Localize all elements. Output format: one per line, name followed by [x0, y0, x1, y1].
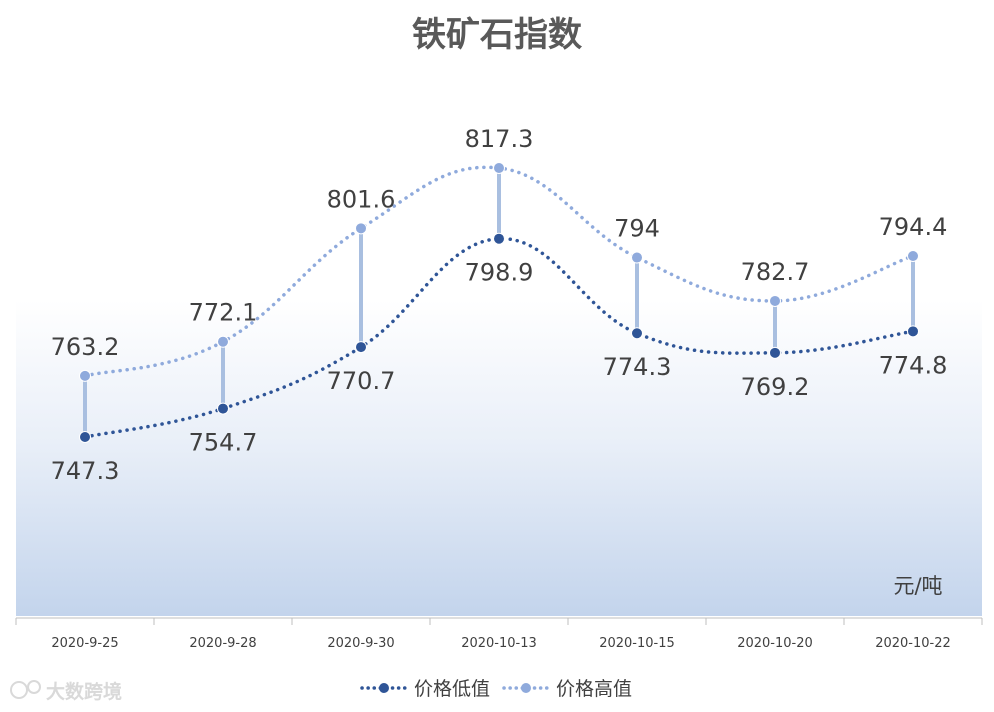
x-tick-label: 2020-9-30 — [327, 636, 394, 651]
chart-title: 铁矿石指数 — [412, 15, 582, 55]
data-label-low: 774.8 — [879, 351, 948, 379]
high-low-lines — [83, 168, 915, 437]
watermark-logo-icon-2 — [27, 680, 41, 694]
data-label-high: 801.6 — [327, 185, 396, 213]
plot-background — [16, 300, 982, 616]
legend: 价格低值 价格高值 — [360, 678, 632, 700]
data-label-high: 817.3 — [465, 125, 534, 153]
data-point-low[interactable] — [355, 341, 367, 354]
data-label-high: 794.4 — [879, 213, 948, 241]
legend-low-swatch-marker — [379, 683, 389, 693]
data-point-high[interactable] — [79, 369, 91, 382]
legend-high-label: 价格高值 — [556, 678, 632, 700]
data-point-high[interactable] — [907, 250, 919, 263]
data-label-high: 772.1 — [189, 299, 258, 327]
data-label-high: 794 — [614, 215, 660, 243]
data-label-low: 770.7 — [327, 367, 396, 395]
data-point-low[interactable] — [769, 346, 781, 359]
data-point-high[interactable] — [631, 251, 643, 264]
x-axis: 2020-9-25 2020-9-28 2020-9-30 2020-10-13 202… — [15, 617, 983, 651]
data-point-low[interactable] — [217, 402, 229, 415]
data-point-low[interactable] — [493, 232, 505, 245]
x-tick-label: 2020-9-25 — [51, 636, 118, 651]
data-label-low: 798.9 — [465, 259, 534, 287]
x-tick-label: 2020-10-22 — [875, 636, 951, 651]
data-label-high: 782.7 — [741, 258, 810, 286]
unit-label: 元/吨 — [893, 574, 942, 598]
data-label-low: 754.7 — [189, 429, 258, 457]
data-point-low[interactable] — [907, 325, 919, 338]
data-point-high[interactable] — [217, 335, 229, 348]
legend-item-low[interactable]: 价格低值 — [360, 678, 490, 700]
x-tick-label: 2020-10-13 — [461, 636, 537, 651]
legend-high-swatch-marker — [521, 683, 531, 693]
data-label-high: 763.2 — [51, 333, 120, 361]
watermark-text: 大数跨境 — [46, 680, 122, 703]
x-tick-label: 2020-10-15 — [599, 636, 675, 651]
data-point-low[interactable] — [79, 431, 91, 443]
watermark-logo-icon — [10, 681, 28, 699]
data-point-high[interactable] — [769, 294, 781, 307]
data-labels: 747.3 754.7 770.7 798.9 774.3 769.2 774.8 763.2… — [51, 125, 948, 485]
legend-item-high[interactable]: 价格高值 — [502, 678, 632, 700]
data-label-low: 769.2 — [741, 373, 810, 401]
data-label-low: 747.3 — [51, 457, 120, 485]
data-label-low: 774.3 — [603, 353, 672, 381]
legend-low-label: 价格低值 — [414, 678, 490, 700]
data-point-high[interactable] — [355, 222, 367, 235]
data-point-high[interactable] — [493, 162, 505, 174]
x-tick-label: 2020-9-28 — [189, 636, 256, 651]
data-point-low[interactable] — [631, 327, 643, 340]
data-points — [79, 162, 919, 443]
watermark: 大数跨境 — [10, 680, 122, 703]
x-tick-label: 2020-10-20 — [737, 636, 813, 651]
